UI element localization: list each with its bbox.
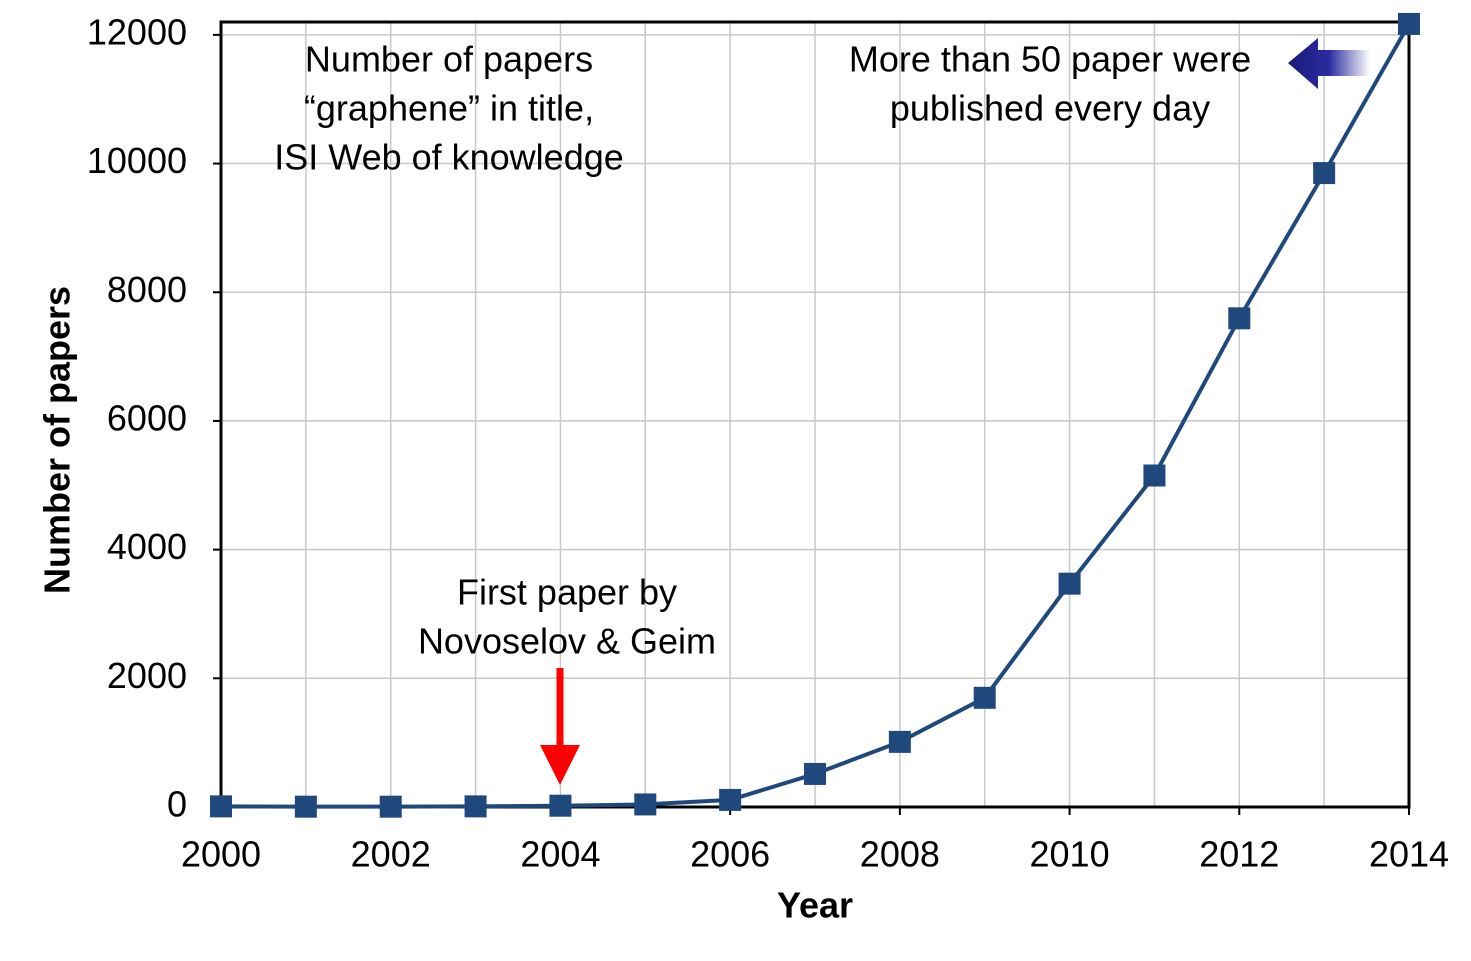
data-point <box>634 793 657 816</box>
data-point <box>1058 572 1081 595</box>
annotation: published every day <box>890 88 1210 129</box>
annotation: More than 50 paper were <box>849 39 1251 80</box>
x-tick-label: 2010 <box>1030 834 1110 875</box>
grid <box>220 22 1410 808</box>
x-tick-label: 2002 <box>351 834 431 875</box>
x-tick-label: 2006 <box>690 834 770 875</box>
y-tick-label: 2000 <box>107 655 187 696</box>
data-point <box>210 795 232 818</box>
y-tick-label: 6000 <box>107 397 187 438</box>
data-point <box>888 730 911 753</box>
y-tick-label: 0 <box>167 784 187 825</box>
data-point <box>1313 162 1336 185</box>
annotation: Novoselov & Geim <box>418 621 716 662</box>
y-axis-title: Number of papers <box>37 286 78 594</box>
annotation: “graphene” in title, <box>304 88 594 129</box>
data-point <box>1398 12 1420 35</box>
data-point <box>549 794 572 817</box>
data-point <box>1143 464 1166 487</box>
x-axis-title: Year <box>777 885 853 926</box>
x-tick-label: 2012 <box>1199 834 1279 875</box>
x-tick-label: 2014 <box>1369 834 1449 875</box>
callout-arrow <box>1288 38 1370 89</box>
x-tick-label: 2004 <box>520 834 600 875</box>
y-tick-label: 10000 <box>87 140 187 181</box>
data-point <box>1228 307 1251 330</box>
data-point <box>973 686 996 709</box>
x-tick-label: 2000 <box>181 834 261 875</box>
data-point <box>719 788 742 811</box>
plot-frame <box>219 20 1411 809</box>
data-point <box>379 795 402 818</box>
y-tick-label: 12000 <box>87 11 187 52</box>
x-tick-label: 2008 <box>860 834 940 875</box>
data-point <box>464 795 487 818</box>
callout-arrow-head <box>540 745 580 785</box>
data-point <box>294 795 317 818</box>
data-point <box>804 762 826 785</box>
annotation: First paper by <box>457 572 677 613</box>
y-tick-label: 4000 <box>107 526 187 567</box>
annotation: Number of papers <box>305 39 593 80</box>
y-tick-label: 8000 <box>107 269 187 310</box>
annotation: ISI Web of knowledge <box>274 137 624 178</box>
